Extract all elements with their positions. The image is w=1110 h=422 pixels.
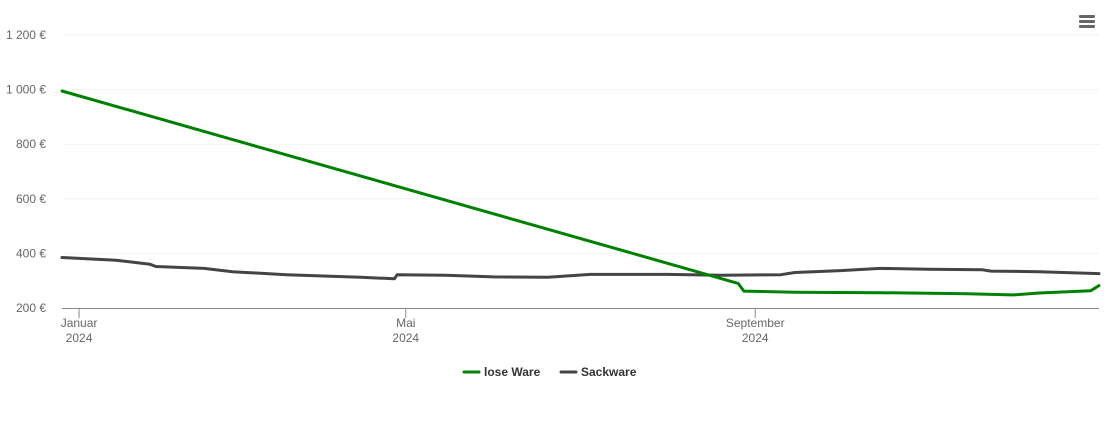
y-tick-label: 800 € <box>16 137 46 151</box>
menu-bar-bottom <box>1079 25 1095 28</box>
menu-bar-middle <box>1079 20 1095 23</box>
x-tick-year-label: 2024 <box>66 331 93 345</box>
x-tick-month-label: Mai <box>396 316 415 330</box>
series-line-lose-ware <box>60 89 1101 297</box>
x-tick-month-label: Januar <box>61 316 98 330</box>
x-tick-month-label: September <box>726 316 785 330</box>
x-tick-year-label: 2024 <box>742 331 769 345</box>
series-layer <box>60 89 1101 297</box>
y-tick-label: 200 € <box>16 301 46 315</box>
y-tick-label: 1 200 € <box>6 28 46 42</box>
menu-bar-top <box>1079 15 1095 18</box>
y-tick-label: 400 € <box>16 246 46 260</box>
grid-lines <box>62 34 1099 254</box>
series-line-sackware <box>60 256 1101 281</box>
chart-menu-icon[interactable] <box>1076 12 1098 32</box>
y-tick-label: 1 000 € <box>6 83 46 97</box>
x-tick-year-label: 2024 <box>392 331 419 345</box>
axes: 200 € 400 € 600 € 800 € 1 000 € 1 200 € Januar… <box>6 28 1099 345</box>
y-tick-label: 600 € <box>16 192 46 206</box>
legend-label-lose-ware: lose Ware <box>484 365 541 379</box>
legend-label-sackware: Sackware <box>581 365 637 379</box>
legend: lose Ware Sackware <box>462 365 637 379</box>
